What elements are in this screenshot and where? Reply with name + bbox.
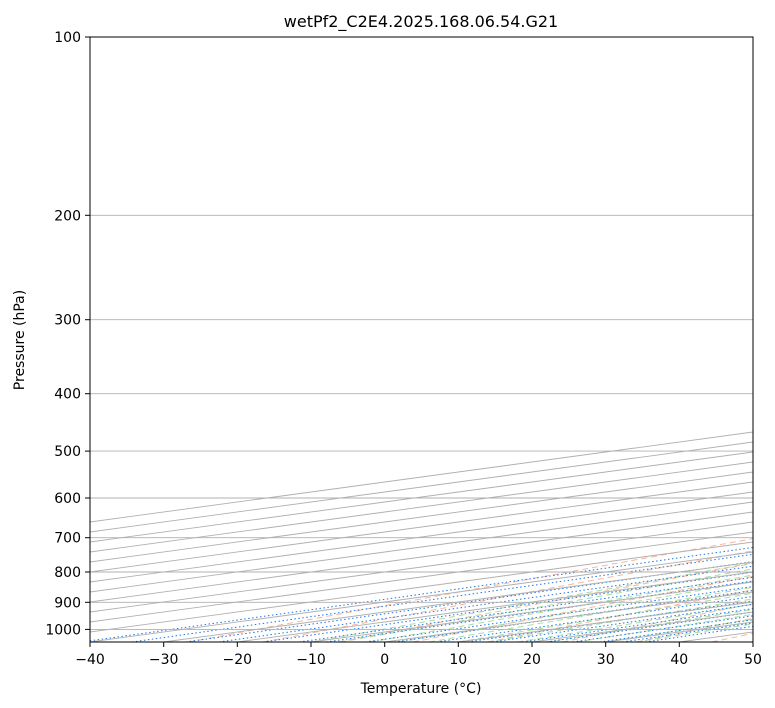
x-tick-label: 10 [449,652,467,668]
isotherm-line [90,511,753,603]
mixing-ratio-line [436,596,753,642]
chart-title: wetPf2_C2E4.2025.168.06.54.G21 [284,12,558,32]
isotherm-line [90,461,753,553]
moist-adiabat-line [310,562,753,642]
x-tick-label: −30 [149,652,179,668]
moist-adiabat-line [340,568,753,642]
y-tick-label: 600 [54,491,81,507]
y-tick-label: 900 [54,595,81,611]
mixing-ratio-line [326,580,753,642]
isotherm-line [90,501,753,593]
isotherm-grid [90,431,753,642]
y-axis-label: Pressure (hPa) [12,290,28,390]
y-tick-label: 100 [54,30,81,46]
y-tick-label: 700 [54,531,81,547]
background-lines [90,37,753,642]
isotherm-line [90,471,753,563]
x-tick-label: 20 [523,652,541,668]
isotherm-line [90,521,753,613]
dry-adiabats [188,538,753,642]
y-tick-label: 1000 [45,622,81,638]
y-axis-ticks: 100 200 300 400 500 600 700 800 900 1000 [45,30,90,638]
y-tick-label: 800 [54,565,81,581]
isotherm-line [90,491,753,583]
x-tick-label: 0 [380,652,389,668]
y-tick-label: 500 [54,444,81,460]
isotherm-line [90,531,753,623]
mixing-ratio-line [365,585,753,642]
x-axis-label: Temperature (°C) [360,681,482,697]
moist-adiabat-line [487,598,753,642]
y-tick-label: 200 [54,208,81,224]
x-tick-label: 30 [597,652,615,668]
moist-adiabat-line [399,580,753,642]
x-tick-label: 40 [670,652,688,668]
x-tick-label: −40 [75,652,105,668]
isotherm-line [90,451,753,543]
moist-adiabat-line [428,586,753,642]
x-tick-label: −10 [296,652,326,668]
isotherm-line [90,481,753,573]
isobar-grid [90,37,753,630]
plot-frame [89,36,754,643]
x-tick-label: −20 [223,652,253,668]
y-tick-label: 300 [54,313,81,329]
dry-adiabat-line [188,538,753,642]
x-tick-label: 50 [744,652,762,668]
y-tick-label: 400 [54,387,81,403]
x-axis-ticks: −40 −30 −20 −10 0 10 20 30 40 50 [75,642,762,668]
